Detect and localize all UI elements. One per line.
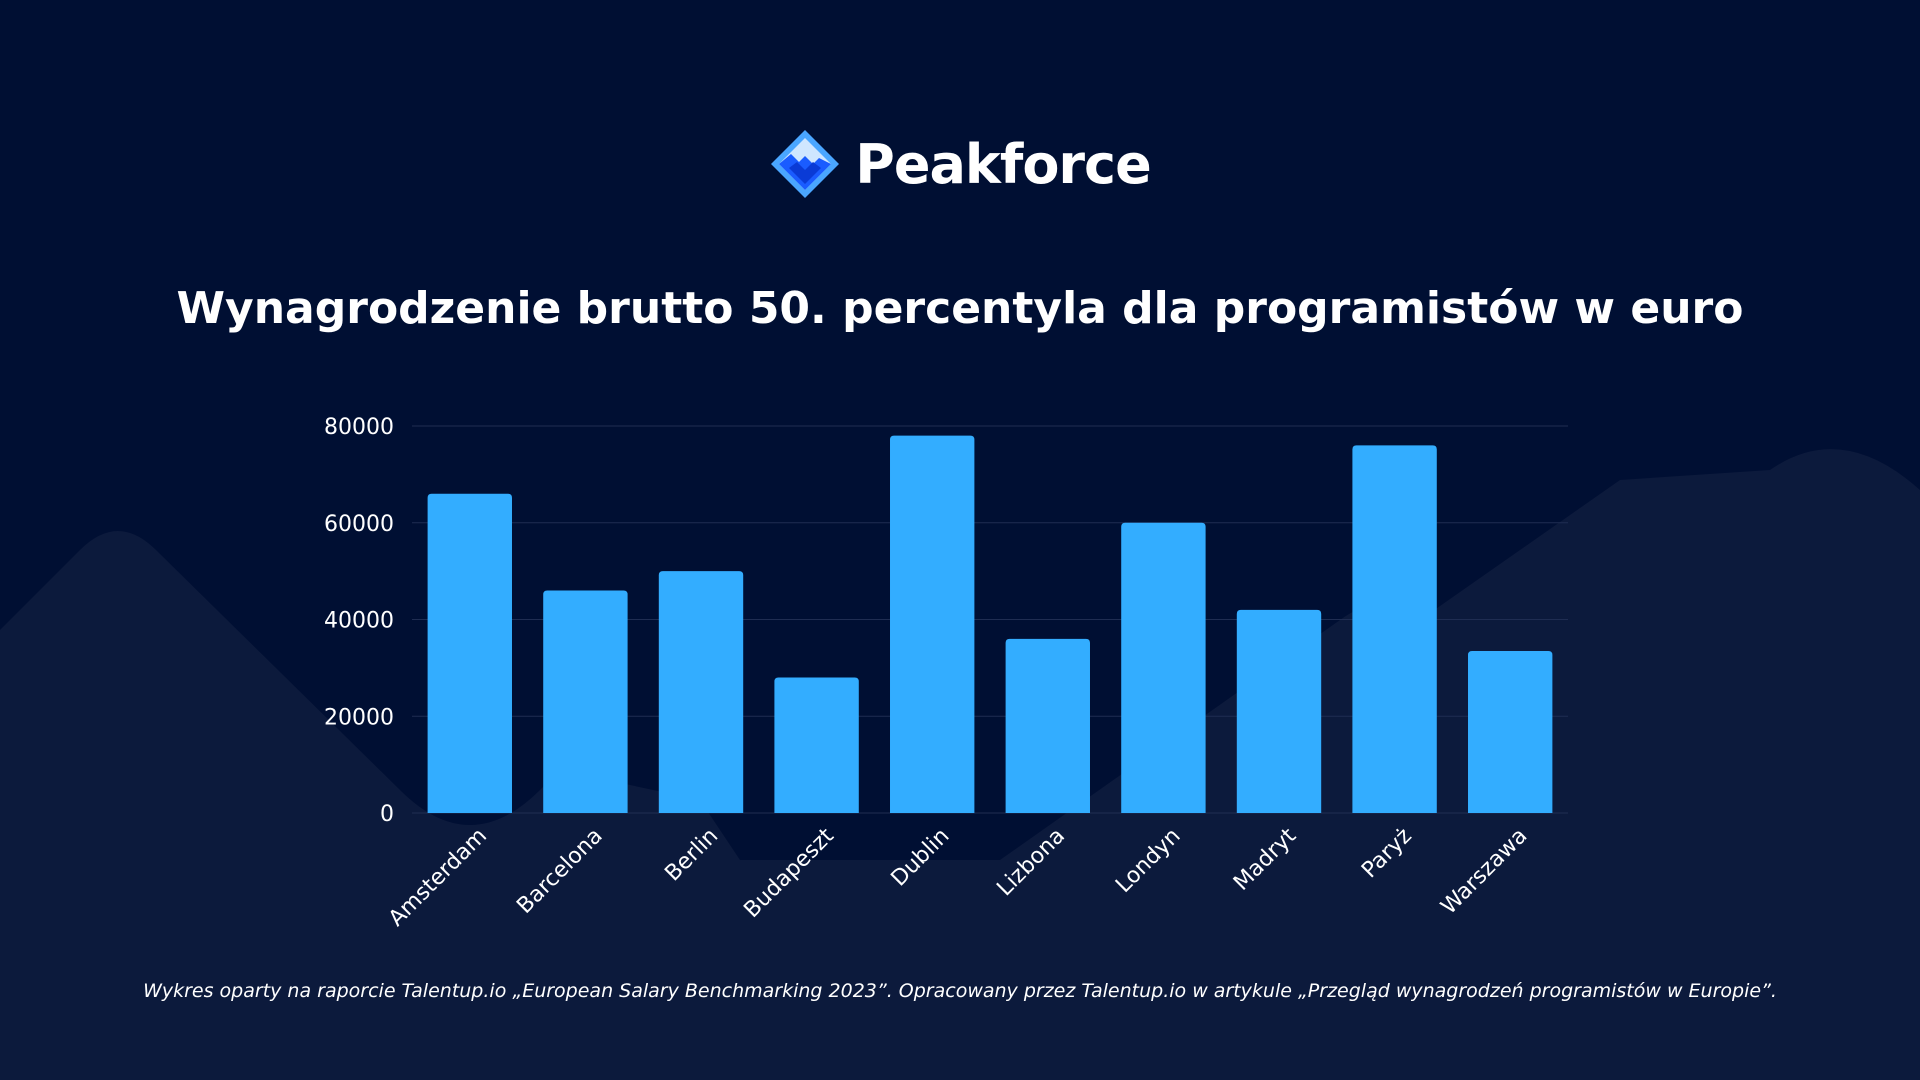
x-tick-label: Madryt bbox=[1229, 823, 1301, 895]
bar-londyn bbox=[1121, 522, 1206, 813]
bar-chart: 0 20000 40000 60000 80000 Amsterdam Barcelona B… bbox=[324, 415, 1568, 932]
x-tick-label: Budapeszt bbox=[739, 823, 839, 923]
x-tick-label: Paryż bbox=[1357, 824, 1417, 884]
bar-amsterdam bbox=[427, 493, 512, 813]
y-tick-label: 40000 bbox=[324, 609, 394, 634]
x-tick-label: Barcelona bbox=[512, 824, 607, 919]
brand-name: Peakforce bbox=[855, 132, 1151, 196]
bar-barcelona bbox=[543, 590, 628, 813]
bar-lizbona bbox=[1005, 638, 1090, 813]
x-tick-label: Amsterdam bbox=[384, 824, 492, 932]
bar-warszawa bbox=[1468, 650, 1553, 813]
y-tick-label: 60000 bbox=[324, 512, 394, 537]
footnote: Wykres oparty na raporcie Talentup.io „E… bbox=[143, 980, 1777, 1002]
x-tick-label: Warszawa bbox=[1436, 824, 1532, 920]
bar-dublin bbox=[890, 435, 975, 813]
chart-title: Wynagrodzenie brutto 50. percentyla dla … bbox=[176, 283, 1744, 334]
left-mountain bbox=[0, 449, 1920, 1080]
bar-madryt bbox=[1236, 609, 1322, 813]
x-tick-label: Berlin bbox=[660, 824, 723, 887]
y-tick-label: 80000 bbox=[324, 415, 394, 440]
bar-budapeszt bbox=[774, 677, 859, 813]
peak-diamond-icon bbox=[771, 130, 840, 198]
brand-header: Peakforce bbox=[0, 128, 1920, 200]
x-tick-label: Londyn bbox=[1111, 824, 1185, 898]
bar-berlin bbox=[658, 571, 744, 813]
x-tick-label: Lizbona bbox=[992, 824, 1070, 902]
y-tick-label: 20000 bbox=[324, 705, 394, 730]
y-tick-label: 0 bbox=[380, 802, 394, 827]
bar-paryż bbox=[1352, 445, 1437, 813]
x-tick-label: Dublin bbox=[887, 824, 955, 892]
